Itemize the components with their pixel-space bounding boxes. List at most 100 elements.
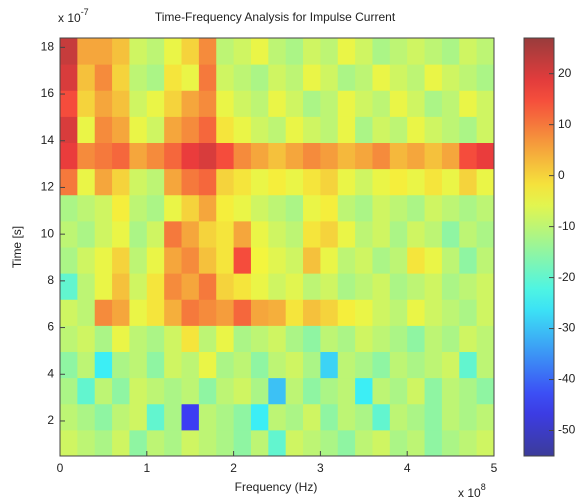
heatmap-cell [268,403,287,431]
heatmap-cell [233,299,252,326]
heatmap-cell [250,429,269,457]
heatmap-cell [285,90,304,117]
heatmap-cell [355,429,373,457]
heatmap-cell [337,194,356,222]
heatmap-cell [94,299,113,326]
heatmap-cell [233,194,252,222]
heatmap-cell [424,273,443,300]
heatmap-cell [355,64,373,91]
heatmap-cell [112,351,130,379]
heatmap-cell [459,429,478,457]
heatmap-cell [216,377,235,405]
heatmap-cell [389,168,408,196]
heatmap-cell [233,247,252,274]
heatmap-cell [285,325,304,352]
heatmap-cell [268,220,287,248]
heatmap-cell [233,273,252,300]
heatmap-cell [181,90,200,117]
heatmap-cell [372,429,391,457]
heatmap-cell [268,429,287,457]
colorbar [523,37,555,457]
heatmap-cell [112,116,130,143]
heatmap-cell [459,403,478,431]
heatmap-cell [389,273,408,300]
heatmap-cell [320,64,339,91]
heatmap-cell [216,273,235,300]
heatmap-cell [77,168,96,196]
heatmap-cell [129,90,148,117]
heatmap-cell [268,64,287,91]
x-tick-label: 2 [230,461,237,475]
heatmap-cell [181,64,200,91]
heatmap-cell [60,64,78,91]
heatmap-cell [164,38,183,65]
heatmap-cell [164,194,183,222]
heatmap-cell [181,142,200,170]
heatmap-cell [146,38,165,65]
heatmap-cell [181,299,200,326]
heatmap-cell [407,273,426,300]
heatmap-cell [337,351,356,379]
heatmap-cell [181,168,200,196]
heatmap-cell [146,325,165,352]
heatmap-cell [216,142,235,170]
heatmap-cell [77,429,96,457]
y-tick-label: 18 [41,40,55,54]
heatmap-cell [389,403,408,431]
heatmap-cell [407,429,426,457]
heatmap-cell [459,247,478,274]
heatmap-cell [146,116,165,143]
heatmap-cell [164,64,183,91]
heatmap-cell [268,351,287,379]
heatmap-cell [424,429,443,457]
heatmap-cell [389,325,408,352]
heatmap-cell [424,90,443,117]
colorbar-tick-label: 0 [558,168,565,182]
colorbar-tick-label: -20 [558,270,576,284]
heatmap-cell [198,351,217,379]
heatmap-cell [407,90,426,117]
heatmap-cell [285,220,304,248]
heatmap-cell [476,429,495,457]
heatmap-cell [389,90,408,117]
heatmap-cell [285,351,304,379]
heatmap-cell [77,90,96,117]
heatmap-cell [372,64,391,91]
heatmap-cell [112,247,130,274]
heatmap-cell [60,377,78,405]
heatmap-cell [164,429,183,457]
heatmap-cell [320,429,339,457]
heatmap-cell [198,38,217,65]
heatmap-cell [129,247,148,274]
heatmap-cell [60,403,78,431]
heatmap-cell [407,38,426,65]
y-tick-label: 14 [41,133,55,147]
heatmap-cell [198,142,217,170]
heatmap-cell [198,429,217,457]
heatmap-cell [424,351,443,379]
heatmap-cell [303,168,321,196]
heatmap-cell [112,377,130,405]
heatmap-cell [389,116,408,143]
heatmap-cell [355,90,373,117]
heatmap-cell [77,351,96,379]
heatmap-cell [372,377,391,405]
heatmap-cell [476,273,495,300]
heatmap-cell [303,273,321,300]
heatmap-cell [389,64,408,91]
heatmap-cell [441,168,460,196]
heatmap-cell [94,64,113,91]
heatmap-cell [459,299,478,326]
heatmap-cell [146,403,165,431]
heatmap-cell [233,90,252,117]
heatmap-cell [372,403,391,431]
heatmap-cell [320,273,339,300]
heatmap-cell [60,351,78,379]
heatmap-cell [112,38,130,65]
heatmap-cell [268,116,287,143]
heatmap-cell [441,299,460,326]
heatmap-cell [250,247,269,274]
heatmap-cell [372,273,391,300]
heatmap-cell [441,64,460,91]
heatmap-cell [320,351,339,379]
